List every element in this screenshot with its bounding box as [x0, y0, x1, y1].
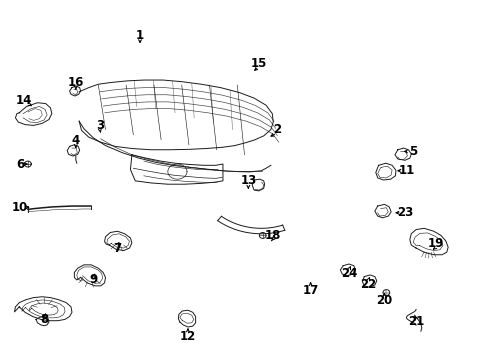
Text: 13: 13 — [240, 174, 256, 187]
Text: 21: 21 — [407, 315, 423, 328]
Text: 1: 1 — [136, 28, 144, 42]
Text: 16: 16 — [67, 76, 84, 89]
Text: 8: 8 — [40, 313, 48, 326]
Text: 9: 9 — [89, 274, 98, 287]
Text: 18: 18 — [264, 229, 281, 242]
Text: 19: 19 — [427, 237, 444, 250]
Text: 17: 17 — [302, 284, 318, 297]
Text: 15: 15 — [250, 57, 266, 70]
Text: 4: 4 — [72, 134, 80, 147]
Text: 6: 6 — [16, 158, 24, 171]
Text: 7: 7 — [113, 242, 122, 255]
Text: 3: 3 — [96, 119, 103, 132]
Text: 11: 11 — [398, 164, 414, 177]
Text: 22: 22 — [359, 278, 375, 291]
Text: 23: 23 — [397, 206, 413, 219]
Text: 20: 20 — [376, 294, 392, 307]
Text: 12: 12 — [180, 330, 196, 343]
Text: 5: 5 — [408, 145, 416, 158]
Text: 24: 24 — [340, 267, 356, 280]
Text: 2: 2 — [272, 123, 281, 136]
Text: 10: 10 — [12, 201, 28, 214]
Text: 14: 14 — [16, 94, 32, 107]
